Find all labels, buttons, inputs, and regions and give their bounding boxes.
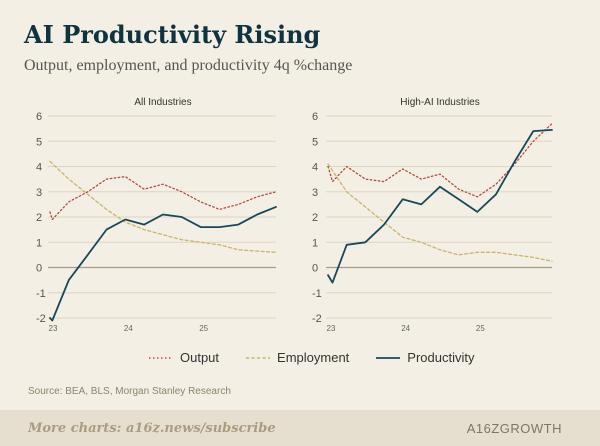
panel-1-ytick-label: -1 xyxy=(36,288,46,300)
page-title: AI Productivity Rising xyxy=(24,20,321,49)
panel-2-ytick-label: -1 xyxy=(312,288,322,300)
panel-1-title: All Industries xyxy=(134,97,191,108)
panel-1-ytick-label: 4 xyxy=(36,162,42,174)
panel-2-xtick-label: 24 xyxy=(401,324,410,333)
panel-1-xtick-label: 25 xyxy=(199,324,208,333)
panel-2-title: High-AI Industries xyxy=(400,97,479,108)
panel-1-ytick-label: 2 xyxy=(36,212,42,224)
panel-1-series-output xyxy=(49,175,277,221)
source-note: Source: BEA, BLS, Morgan Stanley Researc… xyxy=(28,386,231,397)
panel-1-ytick-label: 5 xyxy=(36,136,42,148)
panel-1-xtick-label: 24 xyxy=(124,324,133,333)
legend-item-output: Output xyxy=(148,350,219,365)
panel-2-series-productivity xyxy=(327,128,553,284)
panel-2-ytick-label: 2 xyxy=(312,212,318,224)
page-subtitle: Output, employment, and productivity 4q … xyxy=(24,57,353,74)
panel-2-ytick-label: 0 xyxy=(312,263,318,275)
panel-1-ytick-label: 1 xyxy=(36,237,42,249)
panel-2-xtick-label: 23 xyxy=(327,324,336,333)
legend-label-employment: Employment xyxy=(277,350,350,365)
legend-swatch-productivity xyxy=(376,356,401,359)
legend-item-employment: Employment xyxy=(245,350,349,365)
panel-2-series-output xyxy=(327,122,553,198)
legend-swatch-employment xyxy=(246,356,271,359)
panel-2-ytick-label: 5 xyxy=(312,136,318,148)
panel-2-ytick-label: 4 xyxy=(312,162,318,174)
panel-2-ytick-label: 6 xyxy=(312,111,318,123)
panel-2-ytick-label: -2 xyxy=(312,313,322,325)
legend-swatch-output xyxy=(149,356,173,359)
chart-legend: Output Employment Productivity xyxy=(148,350,490,365)
subscribe-link[interactable]: More charts: a16z.news/subscribe xyxy=(28,421,276,436)
panel-1-ytick-label: 3 xyxy=(36,187,42,199)
legend-label-productivity: Productivity xyxy=(407,350,475,365)
panel-1-xtick-label: 23 xyxy=(49,324,58,333)
panel-1-series-productivity xyxy=(49,205,277,322)
panel-2-ytick-label: 1 xyxy=(312,237,318,249)
panel-1-series-employment xyxy=(49,160,277,253)
footer-bar: More charts: a16z.news/subscribe A16ZGRO… xyxy=(0,410,600,446)
panel-2-xtick-label: 25 xyxy=(476,324,485,333)
brand-logo: A16ZGROWTH xyxy=(466,421,562,436)
panel-2-series-employment xyxy=(327,163,553,262)
legend-item-productivity: Productivity xyxy=(375,350,474,365)
legend-label-output: Output xyxy=(180,350,220,365)
panel-1-ytick-label: -2 xyxy=(36,313,46,325)
panel-1-ytick-label: 0 xyxy=(36,263,42,275)
panel-1-ytick-label: 6 xyxy=(36,111,42,123)
panel-2-ytick-label: 3 xyxy=(312,187,318,199)
